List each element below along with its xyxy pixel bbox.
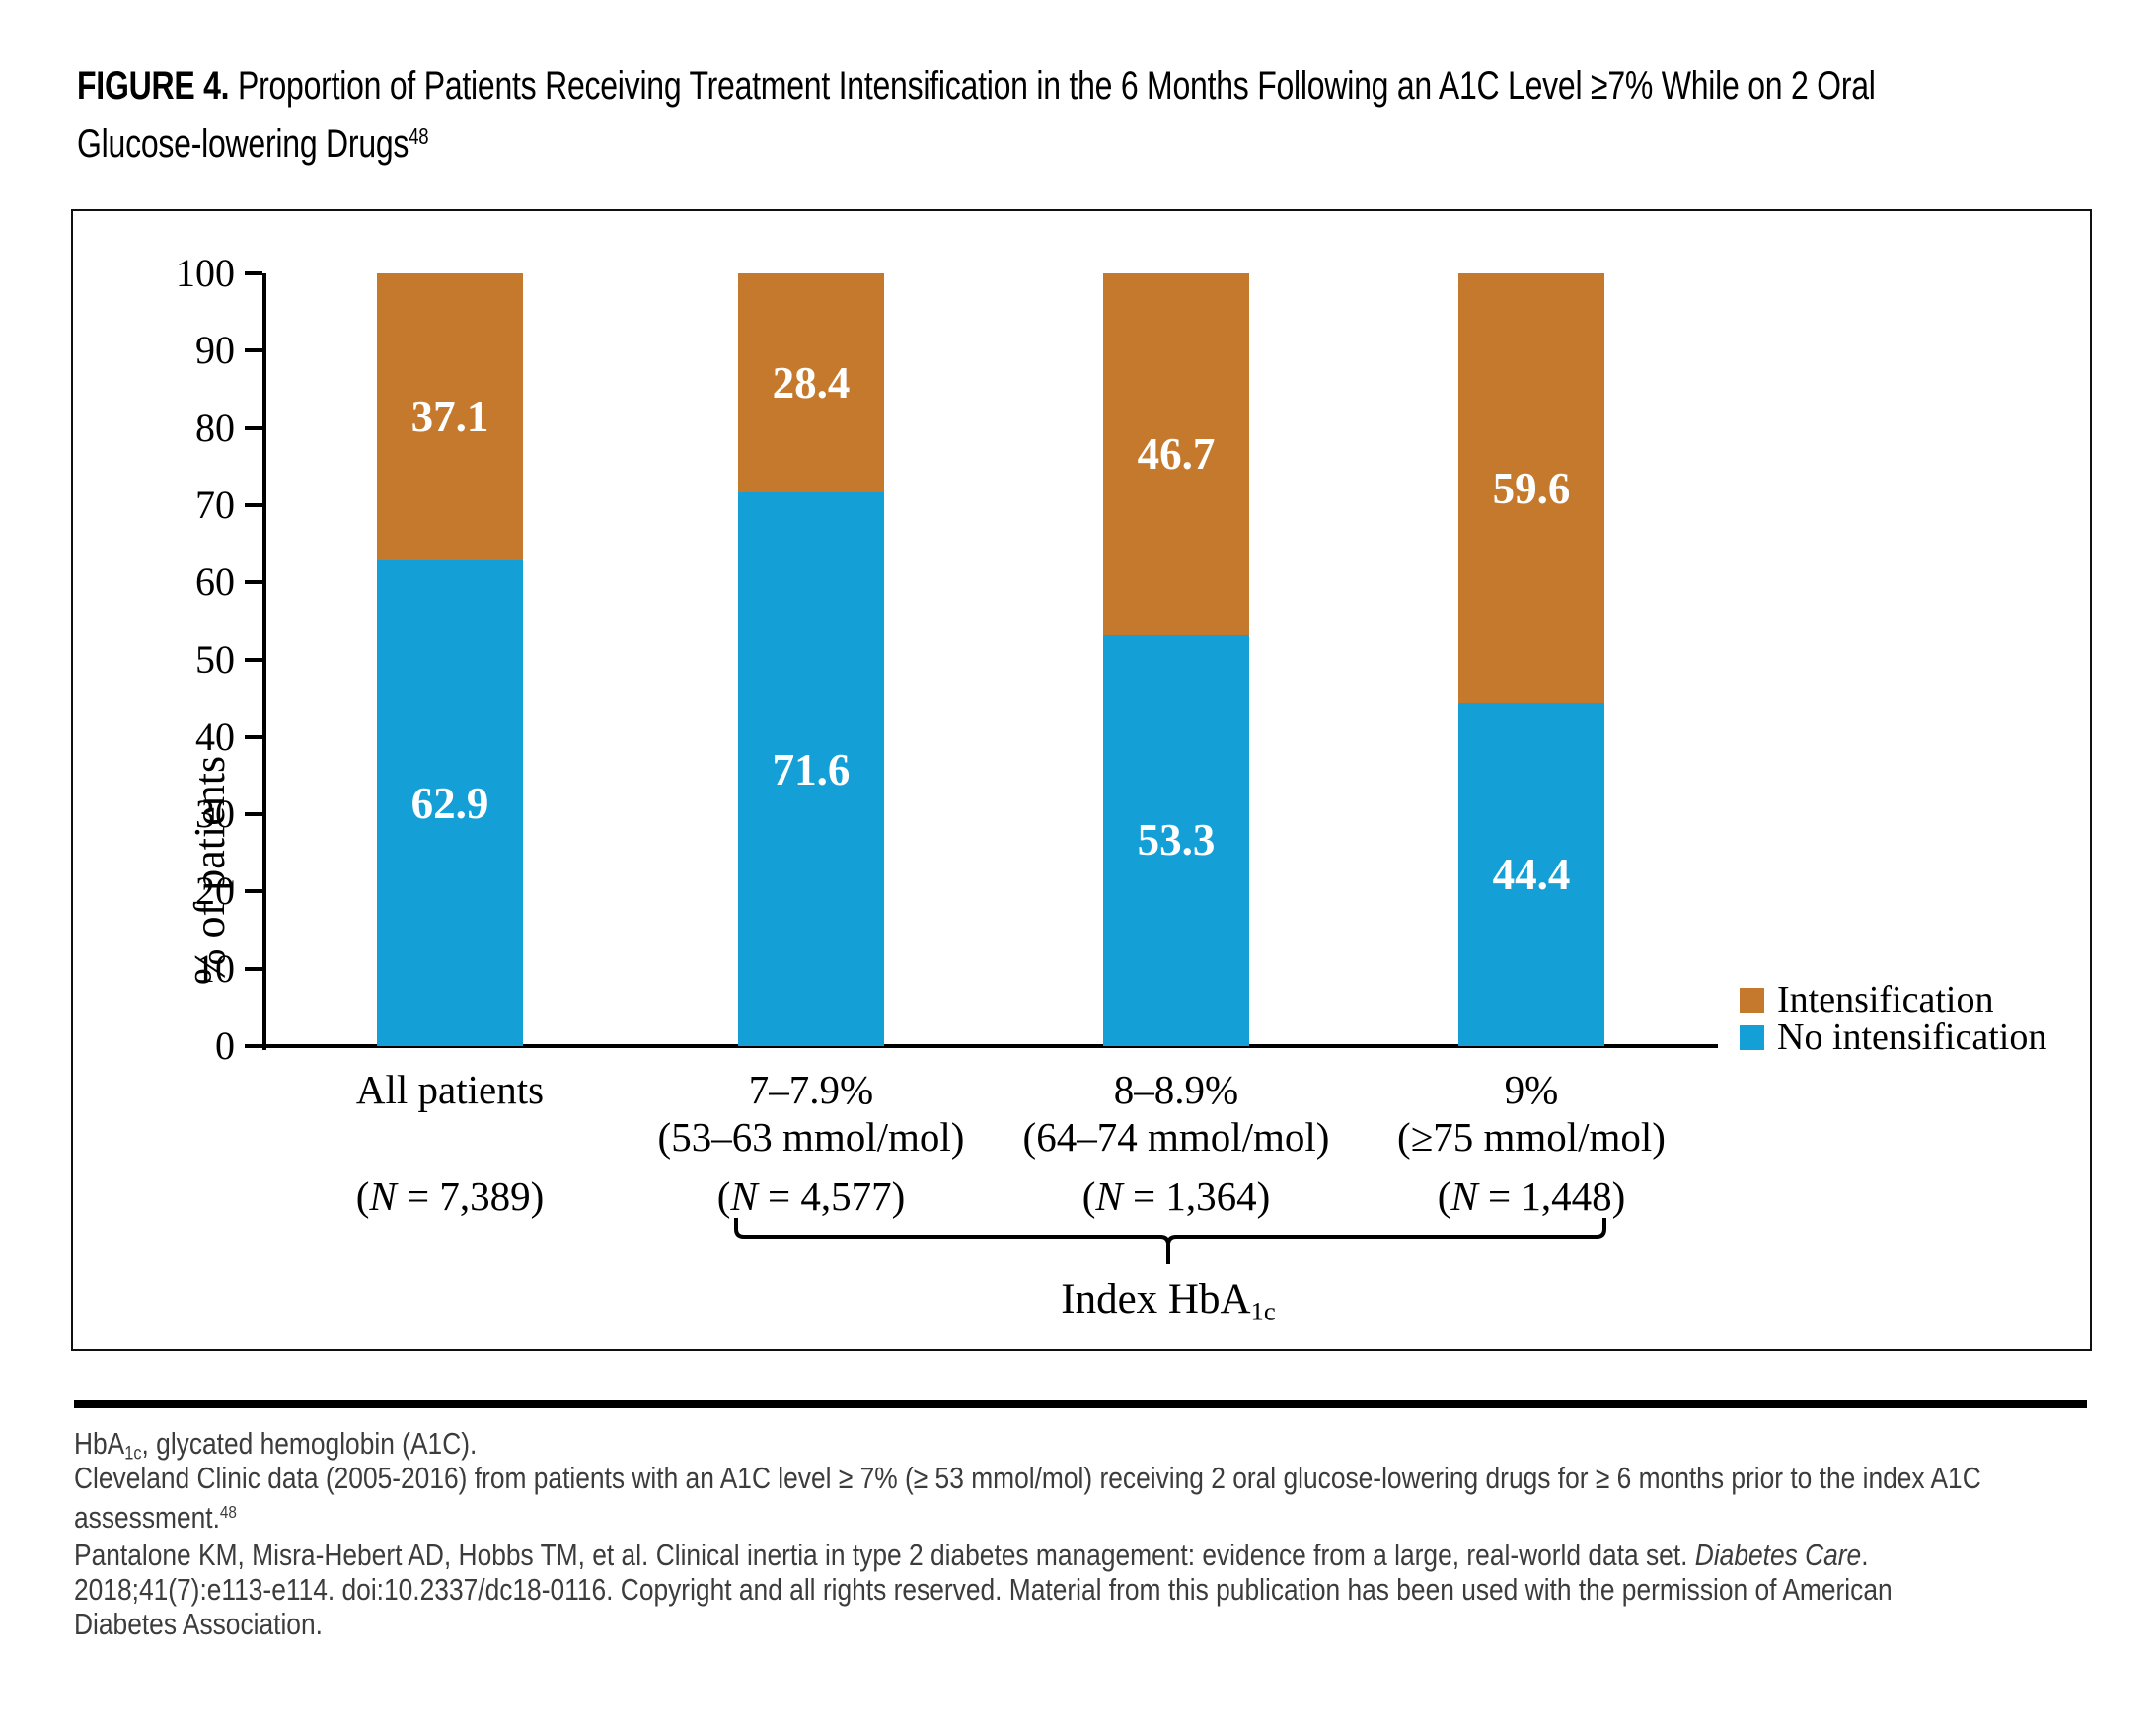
y-tick-mark: [245, 812, 262, 817]
legend-item: No intensification: [1740, 1016, 2046, 1059]
bar-value-label: 59.6: [1492, 463, 1571, 513]
bar-value-label: 53.3: [1137, 815, 1216, 866]
hba1c-subscript: 1c: [1250, 1296, 1276, 1326]
bar-segment-intensification: 46.7: [1103, 273, 1249, 635]
y-axis-line: [262, 273, 266, 1050]
footnote-line: Cleveland Clinic data (2005-2016) from p…: [74, 1461, 1981, 1495]
y-tick-label: 80: [195, 405, 235, 450]
bar-segment-intensification: 59.6: [1458, 273, 1604, 704]
x-category-sublabel: (64–74 mmol/mol): [1022, 1114, 1330, 1160]
stacked-bar: 46.7 53.3: [1103, 273, 1249, 1046]
legend-label: No intensification: [1777, 1017, 2047, 1058]
y-tick-mark: [245, 1044, 262, 1048]
x-category-count: (N = 1,364): [1081, 1173, 1271, 1219]
bar-value-label: 62.9: [410, 778, 489, 828]
footnote-line: assessment.48: [74, 1499, 237, 1535]
x-axis-line: [262, 1044, 1718, 1048]
y-tick-label: 100: [176, 251, 235, 295]
journal-name: Diabetes Care: [1694, 1538, 1862, 1572]
x-category-count: (N = 7,389): [355, 1173, 545, 1219]
bar-value-label: 46.7: [1137, 428, 1216, 479]
stacked-bar: 37.1 62.9: [377, 273, 523, 1046]
y-tick-mark: [245, 502, 262, 507]
hba1c-subscript: 1c: [124, 1443, 142, 1465]
figure-title-text: Proportion of Patients Receiving Treatme…: [229, 64, 1876, 108]
y-tick-label: 70: [195, 482, 235, 527]
figure-title-line1: FIGURE 4. Proportion of Patients Receivi…: [77, 61, 1876, 112]
bar-segment-no-intensification: 53.3: [1103, 634, 1249, 1046]
n-symbol: N: [1095, 1173, 1123, 1219]
legend-label: Intensification: [1777, 979, 1994, 1020]
bar-value-label: 71.6: [772, 744, 851, 794]
x-category-label: 9%: [1504, 1067, 1559, 1112]
bar-segment-no-intensification: 71.6: [738, 492, 884, 1046]
y-tick-label: 0: [215, 1023, 235, 1068]
footnote-citation: Pantalone KM, Misra-Hebert AD, Hobbs TM,…: [74, 1538, 1893, 1641]
bar-segment-no-intensification: 44.4: [1458, 703, 1604, 1046]
x-category-sublabel: (≥75 mmol/mol): [1397, 1114, 1666, 1160]
n-symbol: N: [369, 1173, 397, 1219]
title-reference-superscript: 48: [409, 123, 429, 149]
group-brace: [734, 1218, 1606, 1264]
legend-swatch: [1740, 1024, 1764, 1050]
group-annotation-label: Index HbA1c: [1061, 1276, 1276, 1326]
footnote-divider-rule: [74, 1400, 2087, 1408]
y-tick-label: 40: [195, 714, 235, 759]
bar-value-label: 44.4: [1492, 850, 1571, 900]
bar-value-label: 28.4: [772, 358, 851, 409]
footnote-line: Diabetes Association.: [74, 1607, 323, 1641]
bar-segment-no-intensification: 62.9: [377, 560, 523, 1046]
y-tick-label: 60: [195, 560, 235, 605]
x-category-label: All patients: [355, 1067, 545, 1112]
y-tick-mark: [245, 966, 262, 971]
legend-swatch: [1740, 987, 1764, 1013]
footnote-line: Pantalone KM, Misra-Hebert AD, Hobbs TM,…: [74, 1538, 1869, 1572]
figure-title-line2: Glucose-lowering Drugs48: [77, 121, 429, 166]
y-tick-label: 50: [195, 637, 235, 682]
y-tick-mark: [245, 889, 262, 894]
x-category-count: (N = 1,448): [1437, 1173, 1626, 1219]
bar-segment-intensification: 28.4: [738, 273, 884, 493]
bar-segment-intensification: 37.1: [377, 273, 523, 561]
footnote-abbreviation: HbA1c, glycated hemoglobin (A1C).: [74, 1426, 478, 1465]
y-tick-label: 20: [195, 868, 235, 914]
stacked-bar: 59.6 44.4: [1458, 273, 1604, 1046]
figure-title: FIGURE 4. Proportion of Patients Receivi…: [77, 61, 1876, 170]
n-symbol: N: [730, 1173, 758, 1219]
legend-item: Intensification: [1740, 978, 1993, 1021]
footnote-data-source: Cleveland Clinic data (2005-2016) from p…: [74, 1461, 1981, 1535]
x-category-label: 7–7.9%: [748, 1067, 874, 1112]
x-category-label: 8–8.9%: [1113, 1067, 1239, 1112]
x-category-count: (N = 4,577): [716, 1173, 906, 1219]
y-tick-label: 10: [195, 945, 235, 991]
footnote-line: 2018;41(7):e113-e114. doi:10.2337/dc18-0…: [74, 1572, 1893, 1607]
bar-value-label: 37.1: [410, 392, 489, 442]
n-symbol: N: [1450, 1173, 1478, 1219]
y-tick-label: 30: [195, 791, 235, 837]
y-tick-mark: [245, 657, 262, 662]
y-tick-mark: [245, 734, 262, 739]
figure-number-label: FIGURE 4.: [77, 64, 230, 108]
stacked-bar: 28.4 71.6: [738, 273, 884, 1046]
reference-superscript: 48: [219, 1502, 237, 1522]
y-tick-mark: [245, 271, 262, 275]
y-tick-label: 90: [195, 328, 235, 373]
y-tick-mark: [245, 348, 262, 353]
y-tick-mark: [245, 580, 262, 585]
x-category-sublabel: (53–63 mmol/mol): [657, 1114, 965, 1160]
y-tick-mark: [245, 425, 262, 430]
